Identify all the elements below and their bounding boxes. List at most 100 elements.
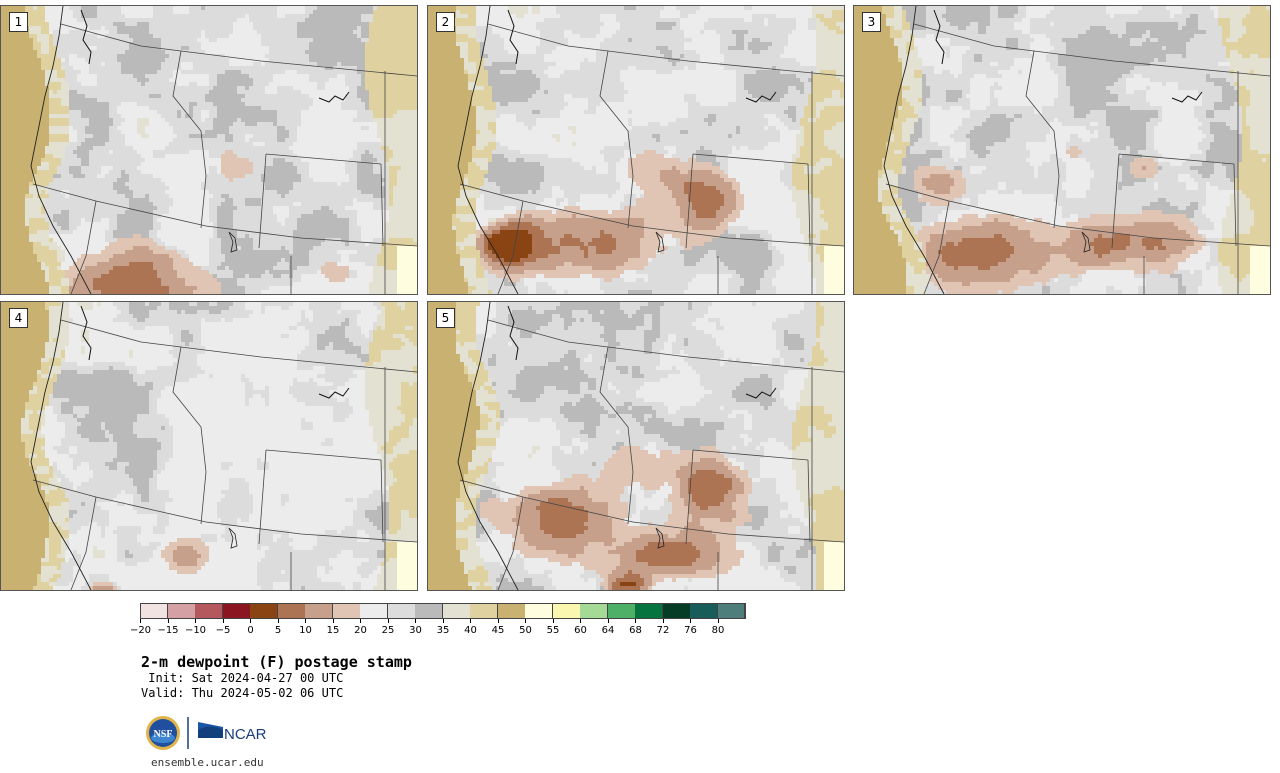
state-boundary [487,23,844,77]
colorbar-tick-label: −15 [157,625,178,636]
colorbar-tick [497,619,499,623]
state-boundary [60,319,417,373]
puget-sound-outline [507,9,519,65]
valid-time: Valid: Thu 2024-05-02 06 UTC [141,686,343,700]
colorbar-tick-label: 45 [492,625,505,636]
colorbar-tick [250,619,251,623]
stamp-panel-5: 5 [427,301,845,591]
chart-title: 2-m dewpoint (F) postage stamp [141,653,412,671]
coastline [883,6,945,294]
colorbar-tick-label: 50 [519,625,532,636]
state-boundary [32,183,417,247]
colorbar-frame [140,603,745,619]
state-boundary [497,496,524,590]
state-boundary [923,200,950,294]
colorbar-tick-label: 20 [354,625,367,636]
lake-outline [655,527,665,549]
state-boundary [1111,153,1120,249]
colorbar-tick [332,619,334,623]
dewpoint-map [854,6,1270,294]
colorbar-tick [222,619,224,623]
lake-outline [228,231,238,253]
reservoir-outline [318,91,350,103]
stamp-panel-2: 2 [427,5,845,295]
colorbar-tick [525,619,526,623]
colorbar-tick [607,619,609,623]
state-boundary [913,23,1270,77]
state-boundary [497,200,524,294]
colorbar-swatch [717,603,746,619]
colorbar-tick-label: 25 [382,625,395,636]
colorbar-tick-label: −20 [130,625,151,636]
sponsor-logos: NSF NCAR [145,714,275,752]
colorbar-tick-label: −5 [216,625,231,636]
ncar-logo-text: NCAR [224,726,267,743]
colorbar-tick-label: 72 [657,625,670,636]
state-boundary [32,479,417,543]
colorbar-tick-label: 35 [437,625,450,636]
site-url: ensemble.ucar.edu [151,756,264,769]
dewpoint-map [428,6,844,294]
colorbar-tick [580,619,581,623]
colorbar-tick [360,619,361,623]
colorbar-tick [167,619,169,623]
lake-outline [1081,231,1091,253]
colorbar-tick [552,619,554,623]
init-time: Init: Sat 2024-04-27 00 UTC [141,671,343,685]
reservoir-outline [745,387,777,399]
state-boundary [172,50,207,229]
lake-outline [228,527,238,549]
state-boundary [70,200,97,294]
puget-sound-outline [933,9,945,65]
colorbar-tick [140,619,141,623]
colorbar-tick [442,619,444,623]
stamp-panel-3: 3 [853,5,1271,295]
colorbar-tick-label: 40 [464,625,477,636]
coastline [30,6,92,294]
colorbar-tick-label: 55 [547,625,560,636]
state-boundary [1233,163,1237,247]
colorbar-tick [277,619,279,623]
reservoir-outline [1171,91,1203,103]
colorbar-tick-label: −10 [185,625,206,636]
state-boundary [1025,50,1060,229]
colorbar-tick-label: 68 [629,625,642,636]
state-boundary [487,319,844,373]
state-boundary [807,163,811,247]
state-boundary [459,183,844,247]
state-boundary [692,449,809,461]
dewpoint-map [1,302,417,590]
reservoir-outline [318,387,350,399]
stamp-panel-4: 4 [0,301,418,591]
nsf-logo: NSF [146,716,180,750]
stamp-panel-1: 1 [0,5,418,295]
state-boundary [599,346,634,525]
colorbar-tick-label: 60 [574,625,587,636]
state-boundary [60,23,417,77]
puget-sound-outline [80,305,92,361]
colorbar-tick [635,619,636,623]
panel-number: 1 [9,12,28,32]
colorbar-tick-label: 10 [299,625,312,636]
state-boundary [459,479,844,543]
dewpoint-map [428,302,844,590]
state-boundary [599,50,634,229]
colorbar-tick [195,619,196,623]
state-boundary [685,153,694,249]
state-boundary [885,183,1270,247]
state-boundary [1118,153,1235,165]
coastline [30,302,92,590]
puget-sound-outline [507,305,519,361]
colorbar-tick-label: 64 [602,625,615,636]
colorbar-tick-label: 5 [275,625,281,636]
reservoir-outline [745,91,777,103]
state-boundary [265,153,382,165]
state-boundary [172,346,207,525]
state-boundary [685,449,694,545]
colorbar-tick [470,619,471,623]
colorbar-tick [387,619,389,623]
state-boundary [380,163,384,247]
puget-sound-outline [80,9,92,65]
state-boundary [807,459,811,543]
state-boundary [70,496,97,590]
